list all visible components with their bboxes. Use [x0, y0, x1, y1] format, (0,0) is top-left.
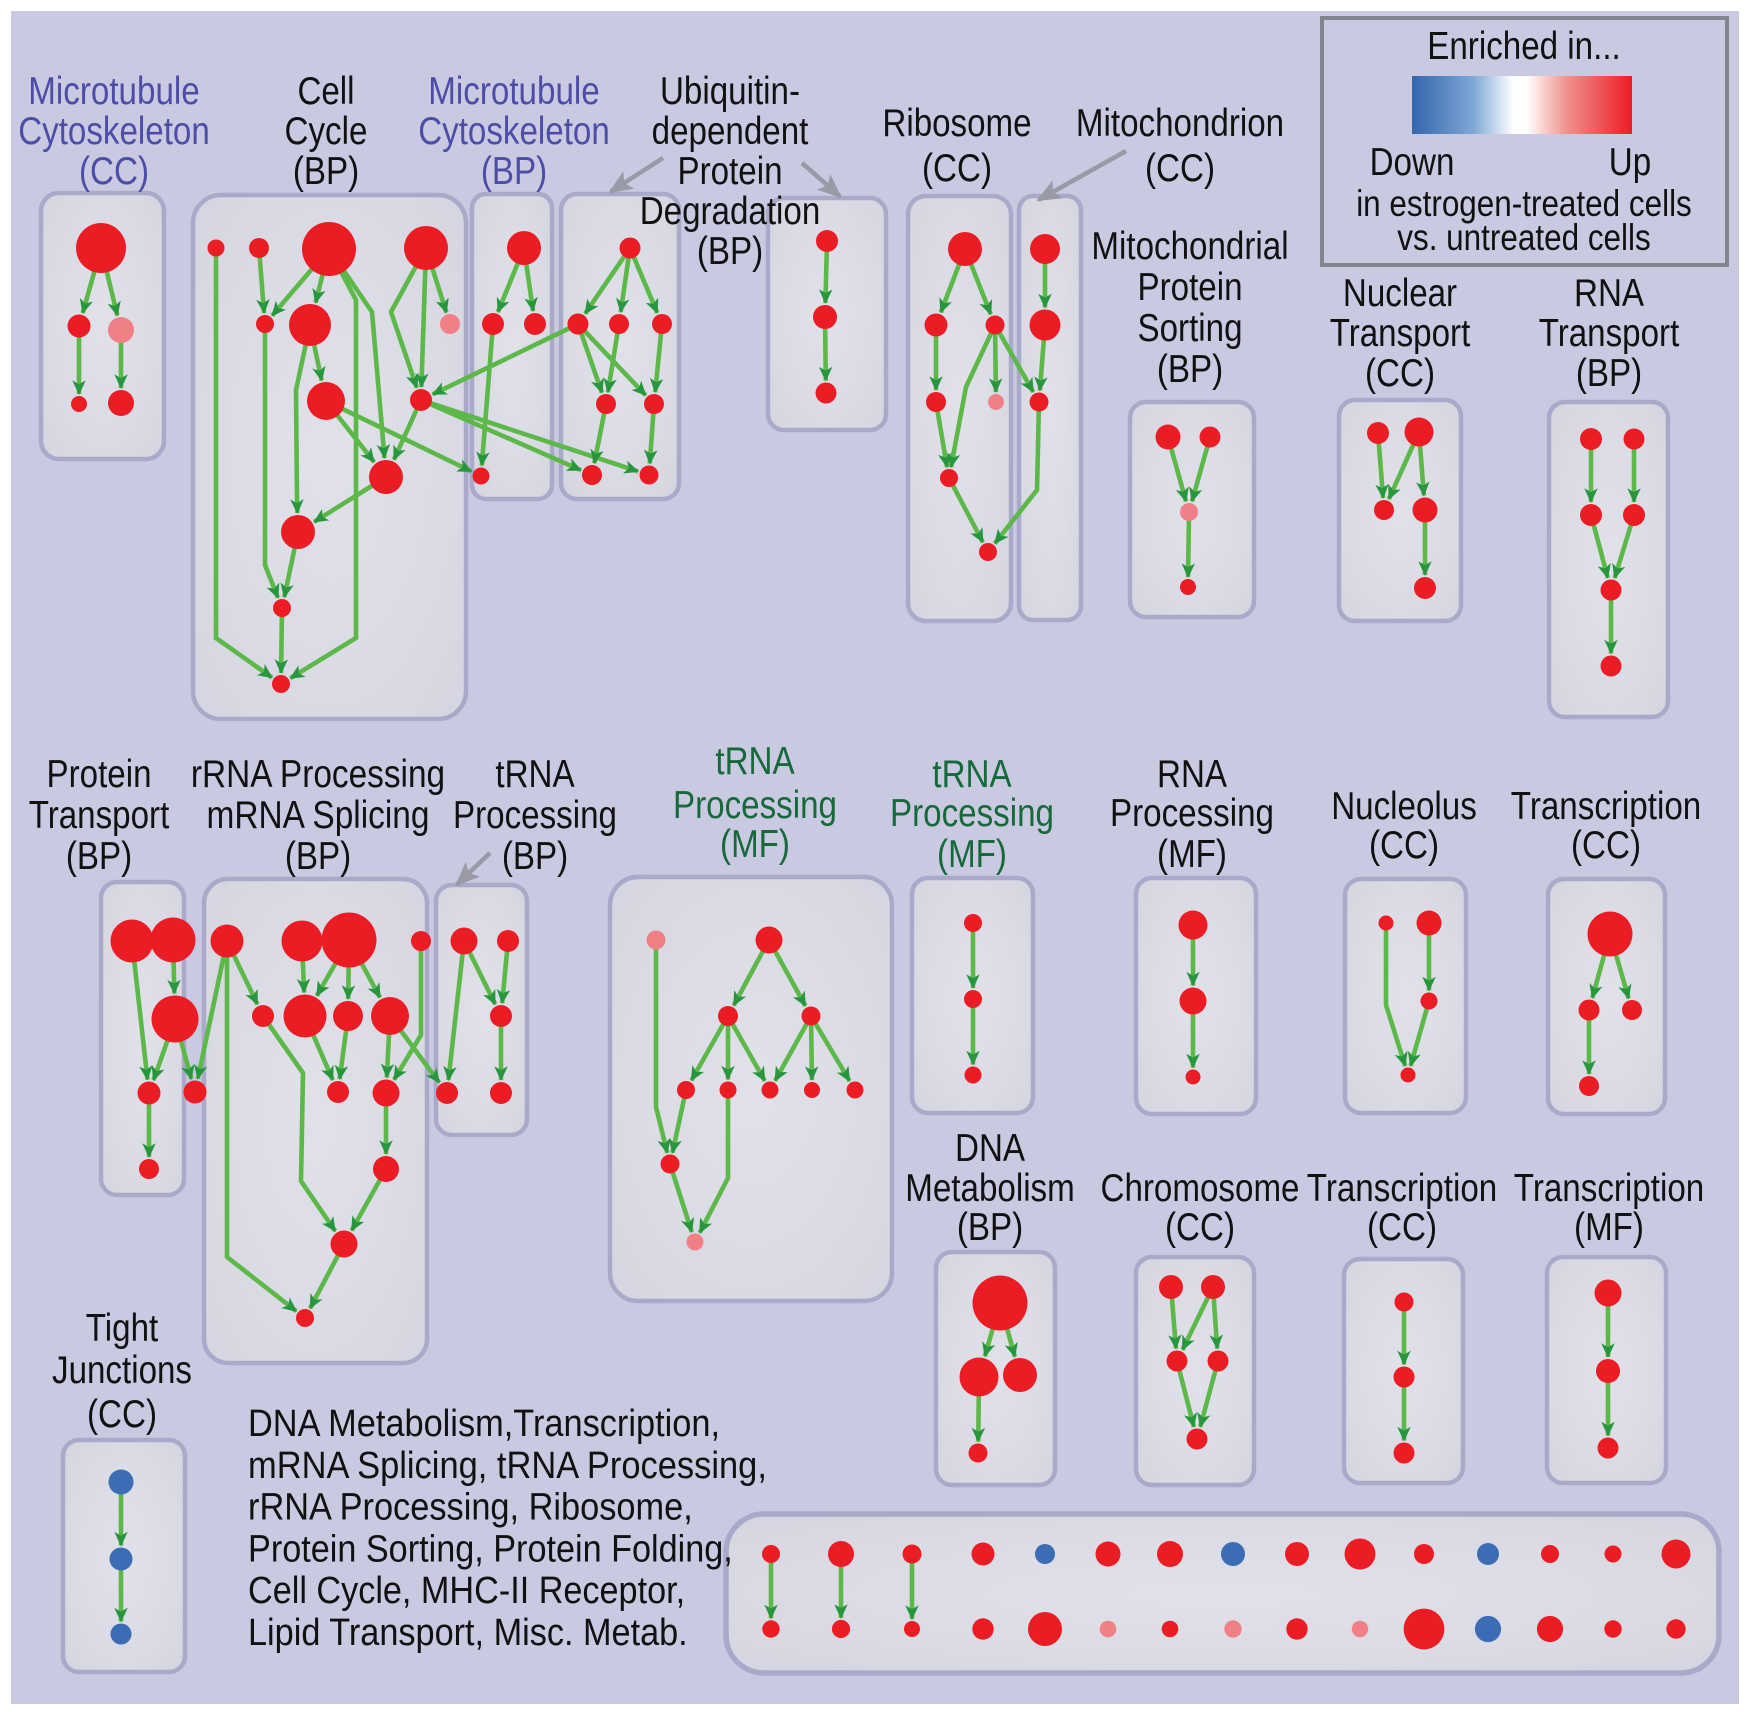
- svg-text:RNA: RNA: [1574, 272, 1644, 315]
- svg-text:DNA: DNA: [955, 1127, 1025, 1170]
- svg-text:dependent: dependent: [652, 110, 809, 153]
- svg-text:Ribosome: Ribosome: [882, 102, 1031, 145]
- svg-text:mRNA Splicing, tRNA Processing: mRNA Splicing, tRNA Processing,: [248, 1445, 767, 1487]
- svg-text:in estrogen-treated cells: in estrogen-treated cells: [1356, 183, 1692, 224]
- svg-text:rRNA Processing, Ribosome,: rRNA Processing, Ribosome,: [248, 1487, 693, 1529]
- svg-text:RNA: RNA: [1157, 753, 1227, 796]
- svg-text:(CC): (CC): [1571, 824, 1641, 867]
- svg-text:Lipid Transport, Misc. Metab.: Lipid Transport, Misc. Metab.: [248, 1612, 688, 1654]
- svg-text:(CC): (CC): [87, 1393, 157, 1436]
- svg-text:Mitochondrion: Mitochondrion: [1076, 102, 1284, 145]
- svg-text:(BP): (BP): [293, 150, 359, 193]
- svg-text:(CC): (CC): [1369, 824, 1439, 867]
- svg-text:rRNA Processing: rRNA Processing: [191, 753, 445, 796]
- svg-text:Transport: Transport: [29, 794, 170, 837]
- svg-text:(MF): (MF): [1574, 1206, 1644, 1249]
- svg-text:Cell Cycle, MHC-II Receptor,: Cell Cycle, MHC-II Receptor,: [248, 1570, 685, 1612]
- svg-text:Down: Down: [1370, 141, 1455, 184]
- svg-text:Processing: Processing: [673, 784, 837, 827]
- svg-text:Processing: Processing: [890, 792, 1054, 835]
- svg-text:Transport: Transport: [1539, 312, 1680, 355]
- svg-text:vs. untreated cells: vs. untreated cells: [1397, 217, 1651, 258]
- svg-text:Transcription: Transcription: [1514, 1167, 1704, 1210]
- svg-text:(MF): (MF): [937, 833, 1007, 876]
- svg-text:Degradation: Degradation: [640, 190, 821, 233]
- svg-text:(BP): (BP): [957, 1206, 1023, 1249]
- svg-text:(MF): (MF): [720, 823, 790, 866]
- svg-text:Junctions: Junctions: [52, 1349, 192, 1392]
- svg-text:(BP): (BP): [697, 230, 763, 273]
- svg-text:(CC): (CC): [79, 150, 149, 193]
- svg-text:Transcription: Transcription: [1511, 785, 1701, 828]
- svg-text:Cytoskeleton: Cytoskeleton: [18, 110, 210, 153]
- svg-text:DNA Metabolism,Transcription,: DNA Metabolism,Transcription,: [248, 1403, 720, 1445]
- svg-text:Mitochondrial: Mitochondrial: [1091, 225, 1288, 268]
- svg-text:Nucleolus: Nucleolus: [1331, 785, 1477, 828]
- svg-text:(CC): (CC): [1365, 352, 1435, 395]
- svg-text:(CC): (CC): [1145, 147, 1215, 190]
- svg-text:Protein: Protein: [47, 753, 152, 796]
- svg-text:Cycle: Cycle: [285, 110, 368, 153]
- svg-text:Ubiquitin-: Ubiquitin-: [660, 70, 800, 113]
- svg-text:Cytoskeleton: Cytoskeleton: [418, 110, 610, 153]
- svg-text:(CC): (CC): [922, 147, 992, 190]
- svg-text:Processing: Processing: [1110, 792, 1274, 835]
- svg-text:Chromosome: Chromosome: [1101, 1167, 1300, 1210]
- svg-text:(BP): (BP): [481, 150, 547, 193]
- svg-text:Microtubule: Microtubule: [428, 70, 599, 113]
- svg-text:Enriched in...: Enriched in...: [1427, 25, 1621, 68]
- svg-text:Protein: Protein: [678, 150, 783, 193]
- svg-text:Protein Sorting, Protein Foldi: Protein Sorting, Protein Folding,: [248, 1528, 733, 1570]
- svg-text:Processing: Processing: [453, 794, 617, 837]
- svg-text:Sorting: Sorting: [1138, 307, 1243, 350]
- svg-text:Transcription: Transcription: [1307, 1167, 1497, 1210]
- svg-text:(BP): (BP): [1576, 352, 1642, 395]
- svg-text:(MF): (MF): [1157, 833, 1227, 876]
- svg-text:(BP): (BP): [66, 835, 132, 878]
- svg-text:Transport: Transport: [1330, 312, 1471, 355]
- svg-text:tRNA: tRNA: [932, 753, 1011, 796]
- svg-text:Up: Up: [1609, 141, 1651, 184]
- svg-text:(CC): (CC): [1165, 1206, 1235, 1249]
- svg-text:mRNA Splicing: mRNA Splicing: [207, 794, 430, 837]
- svg-text:Microtubule: Microtubule: [28, 70, 199, 113]
- svg-text:Tight: Tight: [86, 1307, 159, 1350]
- svg-text:tRNA: tRNA: [715, 740, 794, 783]
- svg-text:tRNA: tRNA: [495, 753, 574, 796]
- svg-text:(BP): (BP): [1157, 348, 1223, 391]
- svg-text:(BP): (BP): [502, 835, 568, 878]
- svg-text:(CC): (CC): [1367, 1206, 1437, 1249]
- svg-text:(BP): (BP): [285, 835, 351, 878]
- svg-text:Metabolism: Metabolism: [905, 1167, 1075, 1210]
- svg-text:Protein: Protein: [1138, 266, 1243, 309]
- svg-text:Nuclear: Nuclear: [1343, 272, 1457, 315]
- svg-text:Cell: Cell: [297, 70, 354, 113]
